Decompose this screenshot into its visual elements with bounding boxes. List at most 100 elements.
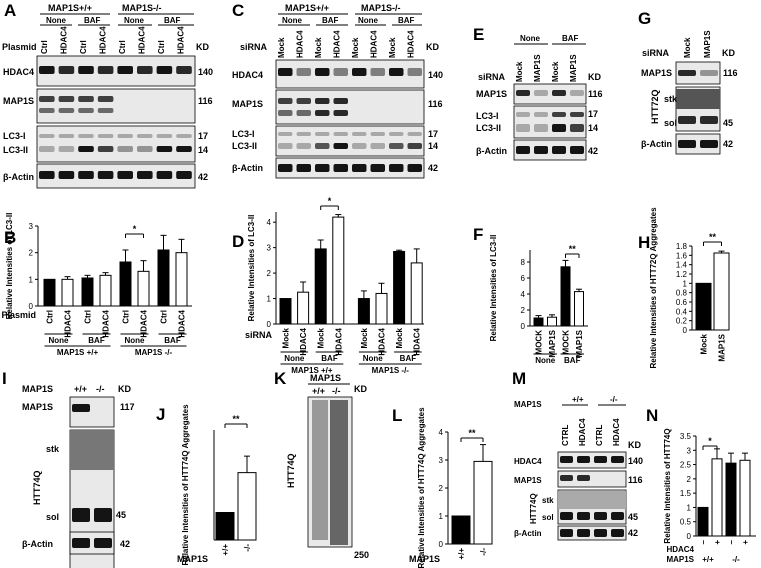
category-label: +/+ [221,544,230,556]
treatment-baf-2: BAF [398,16,415,25]
row-label: siRNA [245,330,273,340]
bar [533,317,544,327]
bar [410,262,423,325]
band [552,146,566,154]
band [389,143,404,149]
band [278,132,293,136]
band [117,171,133,179]
band [560,475,573,481]
bar [713,252,730,331]
group-label: -/- [732,555,740,564]
blot-m-hdac4 [557,451,627,469]
lane-label-0: Ctrl [40,40,49,54]
blot-g-map1s [675,61,721,85]
bar [81,277,94,307]
band [97,96,114,102]
category-label: + [713,540,722,545]
kd-116: 116 [588,89,603,99]
band [352,143,367,149]
band [117,134,133,138]
panel-letter-n: N [646,406,658,425]
row-label-sirna: siRNA [642,48,670,58]
lane-label-0: Mock [277,37,286,58]
category-label: HDAC4 [378,327,387,355]
y-tick-label: 1.4 [676,261,688,270]
band [534,146,548,154]
y-tick-label: 1.8 [676,242,688,251]
bar [332,216,345,325]
panel-m: M MAP1S +/+ -/- CTRL HDAC4 CTRL HDAC4 KD HD… [512,369,643,541]
blot-i-actin [69,531,115,555]
stk-label: stk [664,94,678,104]
blot-label-map1s: MAP1S [232,99,263,109]
band [333,98,348,104]
y-tick-label: 0.2 [676,317,688,326]
band [552,90,566,96]
band [333,132,348,136]
kd-116: 116 [428,99,443,109]
band [560,529,573,537]
geno-pos: +/+ [572,395,584,404]
row-label-map1s: MAP1S [514,400,542,409]
band [296,110,311,116]
smear-i-stk [70,430,114,470]
band [611,512,624,520]
panel-letter-a: A [4,1,16,20]
category-label: -/- [243,544,252,552]
panel-letter-m: M [512,369,526,388]
band [594,456,607,463]
blot-label-actin: β-Actin [22,539,53,549]
bar [119,261,132,307]
blot-label-lc3i: LC3-I [232,129,255,139]
treatment-none-2: None [358,16,379,25]
bar [157,249,170,307]
category-label: Mock [317,327,326,348]
kd-140: 140 [428,70,443,80]
treatment-label: None [125,336,146,345]
bar [279,298,292,325]
treatment-baf-1: BAF [84,16,101,25]
chart-l: 0 1 2 3 4 Relative Intensities of HTT74Q Aggr… [409,407,493,568]
treatment-label: BAF [88,336,105,345]
band [78,108,94,113]
y-tick-label: 3.5 [680,432,692,441]
band [137,146,153,152]
chart-j: Relative Intensities of HTT74Q Aggregate… [177,404,257,566]
panel-i: I MAP1S +/+ -/- KD MAP1S stk sol HTT74Q β… [2,369,135,568]
band [315,68,330,76]
band [78,146,94,152]
band [516,112,530,117]
group-label: +/+ [702,555,714,564]
kd-17: 17 [198,131,208,141]
band [58,146,75,152]
sig-marker: * [708,436,712,446]
kd-label-k: KD [354,384,367,394]
treatment-none-1: None [46,16,67,25]
y-tick-label: 0.6 [676,298,688,307]
y-tick-label: 2 [687,475,692,484]
blot-m-actin [557,525,627,541]
band [97,146,114,152]
group-label: MAP1S +/+ [57,348,99,357]
band [296,143,311,149]
lane-label-0: CTRL [561,425,570,446]
lane-label-3: MAP1S [569,54,578,82]
bar [725,462,737,537]
blot-g-actin [675,133,721,155]
category-label: Ctrl [46,310,55,324]
band [58,134,75,138]
y-tick-label: 2.5 [680,461,692,470]
blot-c-lc3 [275,125,425,157]
band [58,108,75,113]
lane-label-7: HDAC4 [177,26,186,54]
bar [61,278,74,307]
band [278,164,293,172]
treatment-label: None [284,354,305,363]
kd-label-m: KD [628,440,641,450]
band [117,66,133,74]
category-label: HDAC4 [299,327,308,355]
treatment-label: BAF [400,354,417,363]
panel-letter-g: G [638,9,651,28]
band [333,164,348,172]
